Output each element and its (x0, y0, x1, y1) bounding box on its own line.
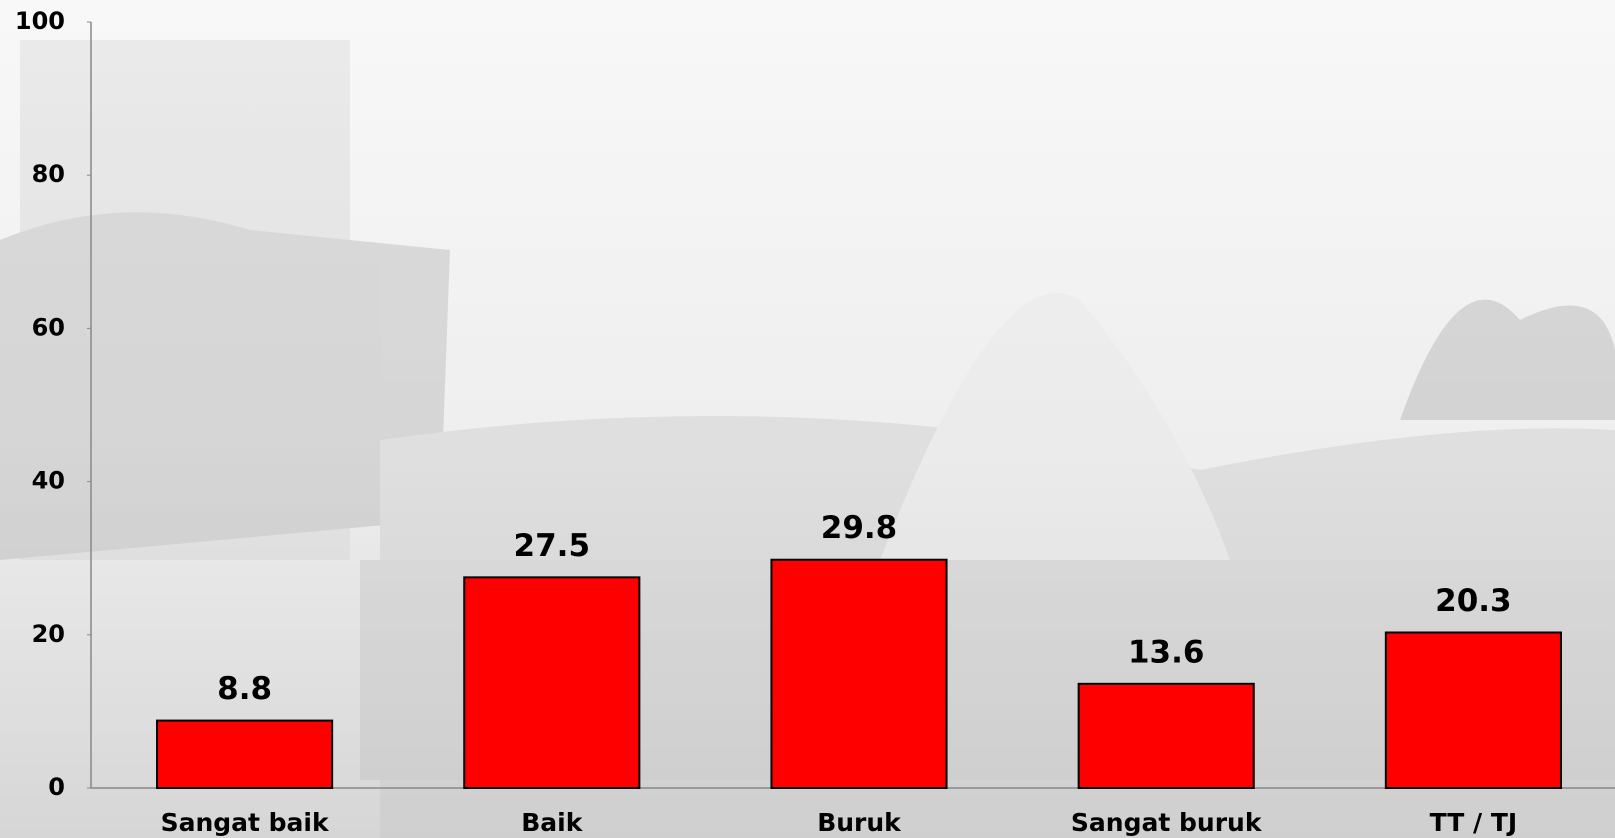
data-label: 29.8 (821, 510, 898, 546)
x-tick-label: TT / TJ (1430, 808, 1518, 837)
y-tick-label: 100 (15, 7, 65, 35)
bar (1079, 684, 1254, 788)
x-tick-label: Buruk (817, 808, 902, 837)
y-tick-label: 40 (32, 467, 65, 495)
x-tick-label: Baik (521, 808, 583, 837)
y-tick-label: 80 (32, 160, 65, 188)
y-tick-label: 20 (32, 620, 65, 648)
data-label: 27.5 (514, 528, 591, 564)
data-label: 20.3 (1435, 583, 1512, 619)
x-tick-label: Sangat buruk (1071, 808, 1263, 837)
data-label: 8.8 (217, 671, 272, 707)
chart: 0 20 40 60 80 100 Sangat baik 8.8 Baik 27.5 Buruk 2… (0, 0, 1615, 838)
x-tick-label: Sangat baik (161, 808, 330, 837)
bar (464, 577, 639, 788)
y-tick-label: 60 (32, 313, 65, 341)
bar (771, 560, 946, 788)
bar (157, 721, 332, 788)
data-label: 13.6 (1128, 634, 1205, 670)
bar (1386, 633, 1561, 788)
y-tick-label: 0 (48, 773, 65, 801)
